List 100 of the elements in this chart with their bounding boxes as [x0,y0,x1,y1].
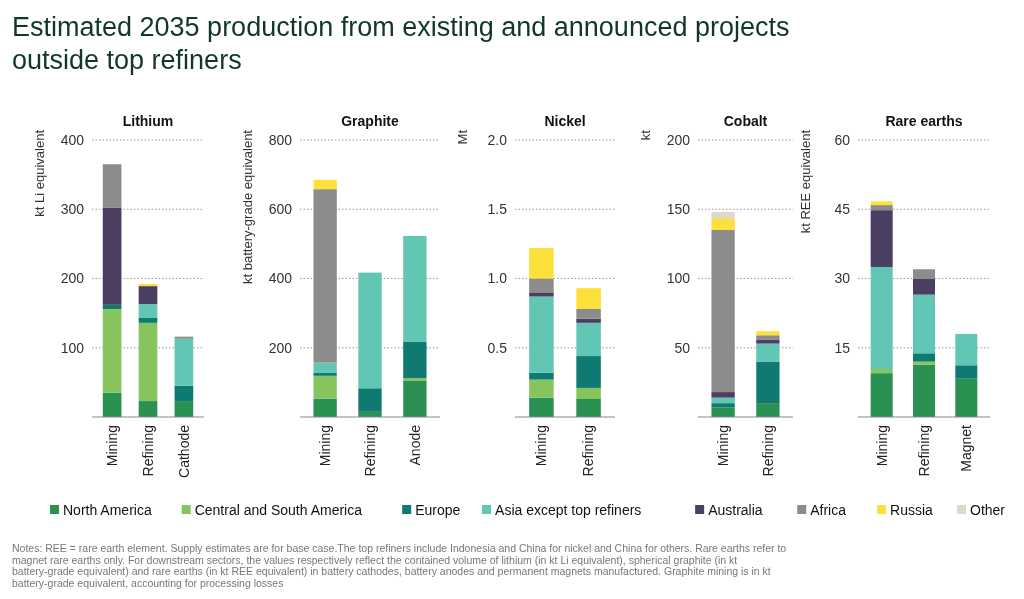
x-tick-label: Refining [915,425,932,477]
bar [403,378,427,381]
bar [174,401,194,417]
x-tick-label: Cathode [175,424,192,478]
text: Estimated 2035 production from existing and announced projects outside top refiners [12,12,790,75]
bar [913,269,935,279]
bar [913,361,935,365]
bar [870,210,893,267]
bar [913,353,935,362]
bar [529,372,554,380]
y-tick-label: 45 [834,201,851,218]
y-tick-label: 200 [60,270,85,287]
x-tick-label: Anode [406,424,423,466]
bar [711,218,735,231]
bar [576,387,601,399]
bar [711,212,735,219]
bar [313,189,337,363]
bar [138,304,158,318]
bar [403,341,427,379]
y-tick-label: 150 [666,201,691,218]
x-tick-label: Mining [714,425,731,467]
y-tick-label: 800 [268,131,293,148]
bar [913,294,935,354]
y-tick-label: 200 [268,339,293,356]
bar [711,403,735,408]
bar [403,380,427,417]
x-tick-label: Magnet [958,424,975,472]
bar [576,322,601,357]
bar [529,278,554,293]
legend-label: Asia except top refiners [495,501,642,518]
legend-label: Europe [415,501,461,518]
legend-label: Central and South America [194,501,363,518]
y-tick-label: 400 [268,270,293,287]
bar [138,322,158,402]
x-tick-label: Mining [533,425,550,467]
bar [313,398,337,417]
bar [576,356,601,388]
bar [529,379,554,398]
y-tick-label: 60 [834,131,851,148]
bar [870,368,893,374]
chart-subtitle: Cobalt [723,113,768,129]
bar [313,362,337,374]
bar [756,361,780,404]
bar [870,205,893,211]
chart-subtitle: Lithium [122,113,174,129]
y-axis-title: kt Li equivalent [32,129,47,217]
y-tick-label: 1.5 [487,201,508,218]
y-tick-label: 100 [60,339,85,356]
bar [313,179,337,190]
bar [576,399,601,417]
bar [138,317,158,323]
bar [756,339,780,344]
bar [102,164,122,208]
y-tick-label: 30 [834,270,851,287]
x-tick-label: Mining [104,425,120,467]
bar [711,230,735,393]
y-axis-title: Mt [455,129,470,145]
y-axis-title: kt [638,129,653,141]
bar [102,304,122,309]
y-tick-label: 400 [60,131,85,148]
bar [576,288,601,309]
y-tick-label: 15 [834,339,851,356]
bar [870,201,893,206]
bar [358,272,382,389]
bar [313,373,337,376]
bar [756,335,780,340]
bar [711,407,735,417]
chart-subtitle: Nickel [544,113,586,129]
bar [358,388,382,412]
bar [529,397,554,417]
y-tick-label: 100 [666,270,691,287]
bar [913,278,935,295]
bar [102,392,122,417]
bar [955,365,978,379]
bar [529,296,554,373]
x-tick-label: Mining [317,425,334,467]
text: Notes: REE = rare earth element. Supply estimates are for base case.The top refiners include Indonesia and China for nickel and China for others. Rare earths refer to magnet rare earths only. For downstream sectors, the values respectively reflect the contained volume of lithium (in kt Li equivalent), spherical graphite (in kt battery-grade equivalent) and rare earths (in kt REE equivalent) in battery cathodes, battery anodes and permanent magnets manufactured. Graphite mining is in kt battery-grade equivalent, accounting for processing losses [12,542,787,589]
legend-label: Russia [890,501,934,518]
legend-label: North America [63,501,152,518]
legend-label: Australia [708,501,763,518]
x-tick-label: Refining [361,425,378,477]
bar [756,403,780,417]
bar [955,333,978,366]
bar [174,336,194,339]
legend-label: Other [970,501,1006,518]
y-axis-title: kt battery-grade equivalent [240,129,255,284]
bar [102,308,122,393]
bar [870,266,893,369]
y-tick-label: 600 [268,201,293,218]
legend-label: Africa [810,501,847,518]
y-tick-label: 300 [60,201,85,218]
bar [576,318,601,323]
bar [955,378,978,417]
y-tick-label: 50 [674,339,691,356]
bar [174,338,194,386]
x-tick-label: Refining [759,425,776,477]
chart-subtitle: Graphite [341,113,399,129]
y-axis-title: kt REE equivalent [798,129,813,234]
bar [138,401,158,417]
y-tick-label: 1.0 [487,270,508,287]
